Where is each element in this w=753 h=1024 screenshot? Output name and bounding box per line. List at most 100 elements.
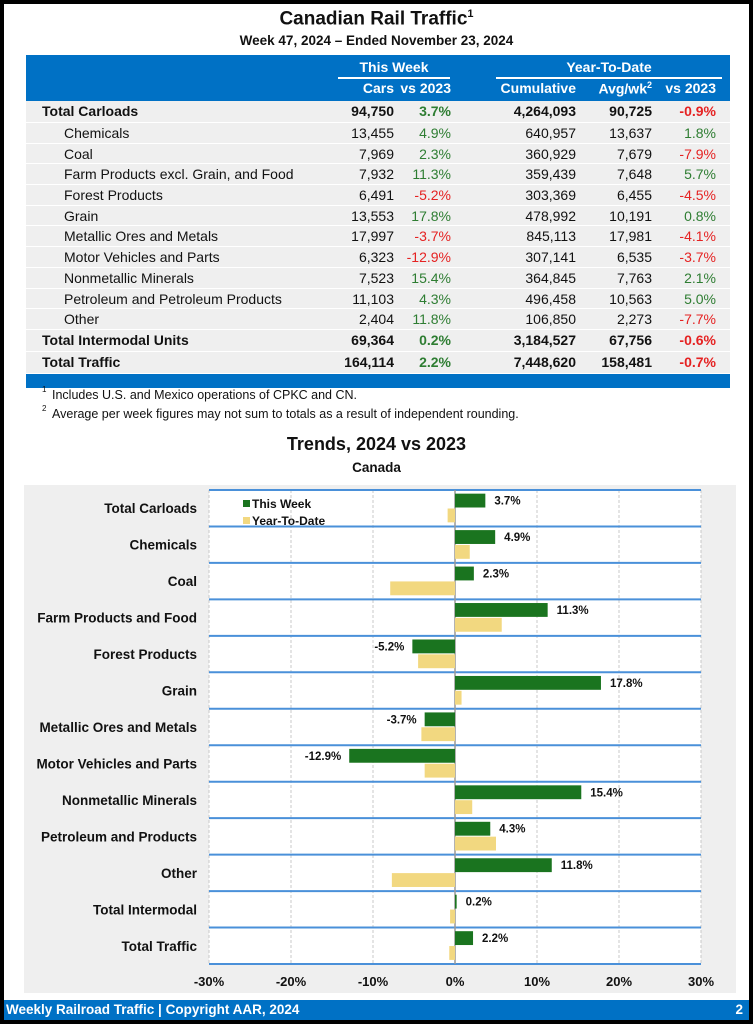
cell-avg: 7,679 <box>616 145 652 162</box>
cell-avg: 13,637 <box>609 125 652 141</box>
cell-vs-ytd: 5.0% <box>684 290 716 307</box>
x-tick-label: 10% <box>524 974 550 989</box>
row-label: Coal <box>64 145 93 162</box>
table-row: Total Carloads 94,750 3.7% 4,264,093 90,725 -… <box>26 101 730 123</box>
row-label: Grain <box>64 207 99 224</box>
table-row: Petroleum and Petroleum Products 11,103 4.… <box>26 288 730 310</box>
table-header: This Week Year-To-Date Cars vs 2023 Cumu… <box>26 55 730 101</box>
cell-vs-week: 11.3% <box>412 166 451 183</box>
bar-this-week <box>412 639 455 654</box>
cell-vs-week: 15.4% <box>411 269 451 286</box>
row-label: Total Traffic <box>42 353 121 370</box>
row-label: Nonmetallic Minerals <box>64 269 194 286</box>
category-label: Chemicals <box>129 538 197 553</box>
bar-this-week <box>455 675 601 690</box>
col-vs-week: vs 2023 <box>400 80 451 96</box>
col-cars: Cars <box>362 80 394 96</box>
chart-title: Trends, 2024 vs 2023 <box>286 434 467 454</box>
title-text: Canadian Rail Traffic <box>279 8 468 30</box>
category-label: Other <box>161 866 198 881</box>
legend-label-this-week: This Week <box>252 497 311 511</box>
category-label: Farm Products and Food <box>37 611 197 626</box>
bar-this-week <box>455 931 474 946</box>
page-subtitle: Week 47, 2024 – Ended November 23, 2024 <box>239 33 514 48</box>
cell-vs-week: -5.2% <box>414 187 451 204</box>
row-label: Petroleum and Petroleum Products <box>64 290 282 307</box>
group-underline <box>496 77 722 79</box>
data-label: 2.2% <box>482 933 508 945</box>
category-label: Grain <box>162 684 197 699</box>
x-tick-label: 30% <box>688 974 714 989</box>
footnote-text: Includes U.S. and Mexico operations of C… <box>52 388 358 402</box>
col-cumulative: Cumulative <box>500 80 576 96</box>
footnote-1: 1 Includes U.S. and Mexico operations of … <box>42 385 358 402</box>
cell-vs-week: 4.9% <box>419 125 451 141</box>
bar-ytd <box>455 836 496 851</box>
bar-ytd <box>391 873 455 887</box>
cell-vs-ytd: -3.7% <box>679 249 716 266</box>
row-label: Motor Vehicles and Parts <box>64 249 220 266</box>
cell-cumulative: 3,184,527 <box>513 331 576 348</box>
table-row: Grain 13,553 17.8% 478,992 10,191 0.8% <box>26 205 730 227</box>
data-label: 11.8% <box>561 860 593 872</box>
chart-subtitle: Canada <box>352 460 401 475</box>
row-label: Metallic Ores and Metals <box>64 228 219 245</box>
cell-vs-ytd: -7.9% <box>679 145 716 162</box>
category-label: Coal <box>168 574 197 589</box>
bar-ytd <box>455 544 470 559</box>
cell-avg: 10,191 <box>609 207 652 224</box>
x-tick-label: 20% <box>606 974 632 989</box>
cell-cars: 164,114 <box>344 353 394 370</box>
group-this-week: This Week <box>338 59 450 79</box>
category-label: Motor Vehicles and Parts <box>36 756 197 771</box>
data-label: 11.3% <box>557 605 589 617</box>
footer-bar: Weekly Railroad Traffic | Copyright AAR,… <box>4 1000 749 1020</box>
legend-swatch-ytd <box>243 517 250 524</box>
data-label: 17.8% <box>610 678 643 690</box>
bar-ytd <box>418 654 455 669</box>
cell-cumulative: 364,845 <box>525 269 576 286</box>
cell-cars: 17,997 <box>351 228 394 245</box>
cell-cars: 94,750 <box>351 103 394 119</box>
cell-vs-week: 0.2% <box>419 331 451 348</box>
bar-ytd <box>449 946 455 960</box>
data-label: 3.7% <box>494 496 520 508</box>
cell-cumulative: 307,141 <box>525 249 576 266</box>
trends-chart: -30% -20% -10% 0% 10% 20% 30% Total Carloads 3.7… <box>36 489 714 989</box>
footnote-marker: 2 <box>42 404 47 413</box>
group-ytd: Year-To-Date <box>496 59 722 79</box>
cell-avg: 6,455 <box>616 187 652 204</box>
cell-vs-ytd: -0.9% <box>679 103 716 119</box>
category-label: Metallic Ores and Metals <box>39 720 197 735</box>
cell-vs-ytd: -0.6% <box>679 331 716 348</box>
row-label: Forest Products <box>64 187 163 204</box>
bar-this-week <box>455 493 486 508</box>
cell-cars: 11,103 <box>352 290 394 307</box>
bar-this-week <box>455 603 548 617</box>
bar-ytd <box>455 800 473 815</box>
bar-this-week <box>455 785 582 800</box>
cell-cumulative: 359,439 <box>525 166 576 183</box>
bar-this-week <box>424 712 455 727</box>
row-label: Chemicals <box>64 125 130 141</box>
cell-cumulative: 106,850 <box>525 311 576 328</box>
cell-vs-week: 17.8% <box>411 207 451 224</box>
cell-avg: 2,273 <box>616 311 652 328</box>
data-label: -5.2% <box>374 641 404 653</box>
table-row: Forest Products 6,491 -5.2% 303,369 6,455 -4.… <box>26 185 730 206</box>
cell-cars: 13,455 <box>351 125 394 141</box>
col-avg-footnote-marker: 2 <box>646 80 652 90</box>
bar-ytd <box>455 690 462 705</box>
bar-this-week <box>455 566 474 581</box>
cell-cumulative: 7,448,620 <box>513 353 576 370</box>
legend-swatch-this-week <box>243 500 250 507</box>
cell-vs-week: 2.2% <box>419 353 451 370</box>
category-label: Nonmetallic Minerals <box>62 793 197 808</box>
cell-vs-ytd: -7.7% <box>679 311 716 328</box>
bar-this-week <box>349 748 455 763</box>
cell-cars: 6,323 <box>358 249 394 266</box>
bar-this-week <box>455 858 552 873</box>
data-label: -3.7% <box>387 714 417 726</box>
data-label: -12.9% <box>305 751 341 763</box>
table-row: Total Intermodal Units 69,364 0.2% 3,184,52… <box>26 329 730 352</box>
